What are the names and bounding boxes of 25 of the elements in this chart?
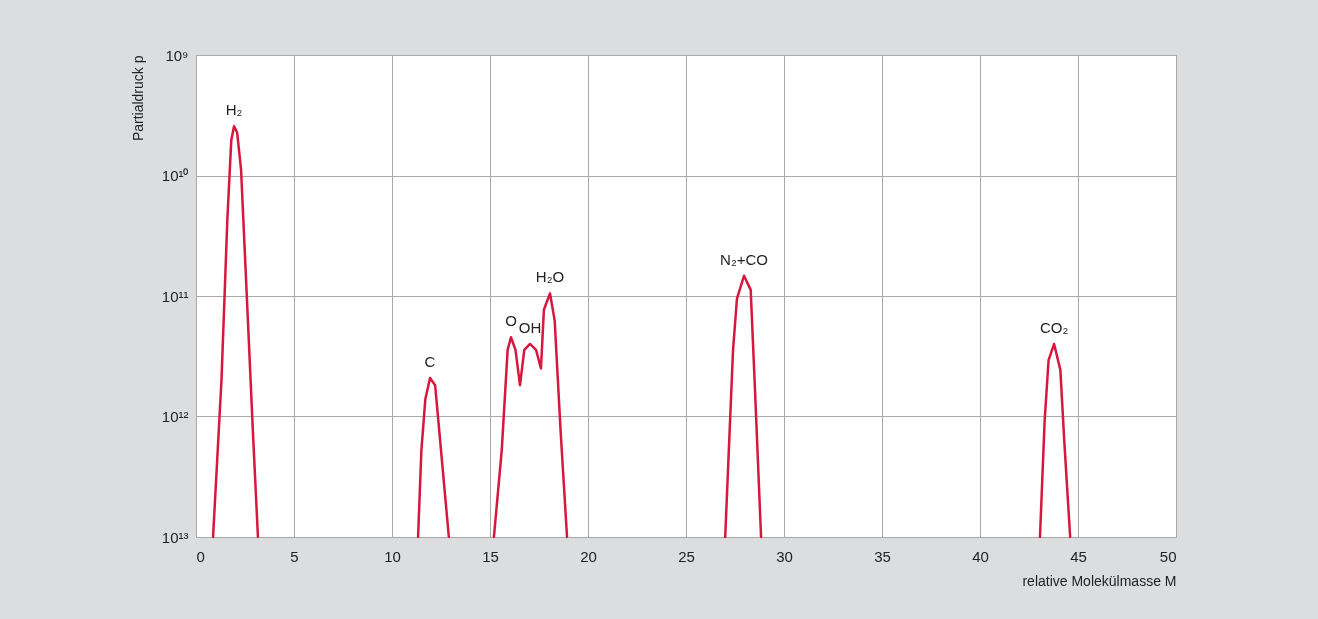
x-tick-label: 5 bbox=[290, 547, 299, 565]
annotation: C bbox=[424, 353, 436, 371]
x-tick-label: 35 bbox=[874, 547, 891, 565]
x-tick-label: 25 bbox=[678, 547, 695, 565]
annotation: O bbox=[505, 312, 517, 330]
x-tick-label: 50 bbox=[1159, 547, 1177, 565]
y-tick-label: 10¹³ bbox=[161, 528, 189, 546]
x-tick-label: 20 bbox=[580, 547, 597, 565]
annotation: H₂O bbox=[535, 268, 565, 286]
x-tick-label: 15 bbox=[482, 547, 499, 565]
y-tick-label: 10¹² bbox=[161, 408, 189, 425]
annotation: H₂ bbox=[225, 101, 243, 119]
x-tick-label: 10 bbox=[384, 547, 401, 565]
x-tick-label: 30 bbox=[776, 547, 793, 565]
annotation: OH bbox=[518, 318, 542, 336]
y-axis-title: Partialdruck p bbox=[129, 55, 146, 142]
annotation: CO₂ bbox=[1039, 318, 1069, 336]
x-tick-label: 0 bbox=[196, 547, 205, 565]
x-tick-label: 45 bbox=[1070, 547, 1087, 565]
x-tick-label: 40 bbox=[972, 547, 989, 565]
y-tick-label: 10⁹ bbox=[165, 46, 189, 64]
y-tick-label: 10¹⁰ bbox=[161, 167, 189, 184]
annotation: N₂+CO bbox=[720, 250, 768, 268]
y-tick-label: 10¹¹ bbox=[161, 287, 189, 305]
x-axis-title: relative Molekülmasse M bbox=[1022, 572, 1177, 589]
